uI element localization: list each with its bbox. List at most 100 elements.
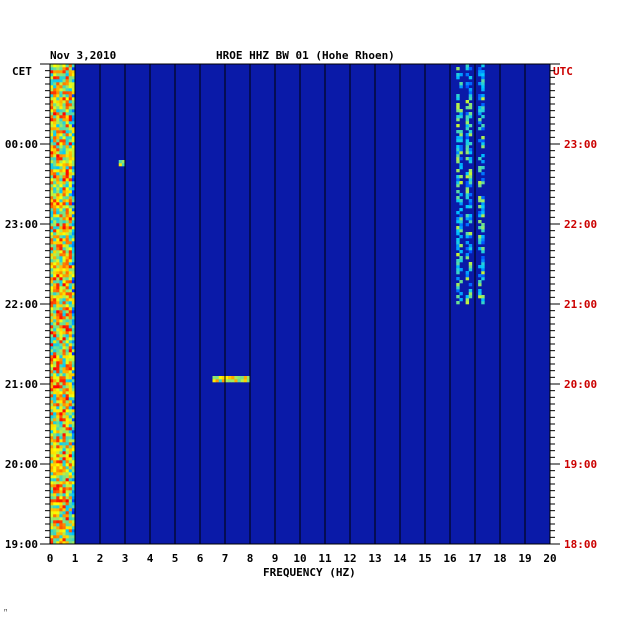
heatmap-cell bbox=[53, 109, 57, 113]
heatmap-cell bbox=[62, 478, 66, 482]
heatmap-cell bbox=[481, 64, 485, 68]
heatmap-cell bbox=[481, 274, 485, 278]
heatmap-cell bbox=[59, 412, 63, 416]
heatmap-cell bbox=[456, 283, 460, 287]
heatmap-cell bbox=[68, 391, 73, 395]
heatmap-cell bbox=[68, 457, 73, 461]
heatmap-cell bbox=[50, 118, 54, 122]
heatmap-cell bbox=[65, 151, 70, 155]
heatmap-cell bbox=[237, 379, 241, 383]
heatmap-cell bbox=[50, 289, 54, 293]
heatmap-cell bbox=[481, 166, 485, 170]
heatmap-cell bbox=[459, 259, 463, 263]
heatmap-cell bbox=[59, 205, 63, 209]
heatmap-cell bbox=[59, 277, 63, 281]
heatmap-cell bbox=[65, 508, 70, 512]
heatmap-cell bbox=[53, 283, 57, 287]
heatmap-cell bbox=[481, 199, 485, 203]
heatmap-cell bbox=[71, 466, 76, 470]
heatmap-cell bbox=[62, 265, 66, 269]
heatmap-cell bbox=[481, 97, 485, 101]
heatmap-cell bbox=[459, 73, 463, 77]
heatmap-cell bbox=[65, 253, 70, 257]
heatmap-cell bbox=[59, 376, 63, 380]
heatmap-cell bbox=[62, 319, 66, 323]
heatmap-cell bbox=[53, 241, 57, 245]
heatmap-cell bbox=[59, 433, 63, 437]
heatmap-cell bbox=[59, 214, 63, 218]
heatmap-cell bbox=[62, 106, 66, 110]
heatmap-cell bbox=[50, 160, 54, 164]
heatmap-cell bbox=[59, 400, 63, 404]
heatmap-cell bbox=[62, 97, 66, 101]
heatmap-cell bbox=[68, 253, 73, 257]
heatmap-cell bbox=[50, 154, 54, 158]
heatmap-cell bbox=[65, 262, 70, 266]
heatmap-cell bbox=[478, 73, 482, 77]
heatmap-cell bbox=[53, 235, 57, 239]
heatmap-cell bbox=[62, 523, 66, 527]
heatmap-cell bbox=[68, 397, 73, 401]
heatmap-cell bbox=[71, 268, 76, 272]
heatmap-cell bbox=[465, 253, 470, 257]
heatmap-cell bbox=[62, 328, 66, 332]
heatmap-cell bbox=[56, 289, 60, 293]
heatmap-cell bbox=[62, 382, 66, 386]
heatmap-cell bbox=[56, 502, 60, 506]
heatmap-cell bbox=[62, 256, 66, 260]
heatmap-cell bbox=[56, 409, 60, 413]
heatmap-cell bbox=[59, 184, 63, 188]
heatmap-cell bbox=[68, 388, 73, 392]
heatmap-cell bbox=[56, 373, 60, 377]
heatmap-cell bbox=[65, 496, 70, 500]
heatmap-cell bbox=[59, 382, 63, 386]
heatmap-cell bbox=[465, 67, 470, 71]
heatmap-cell bbox=[65, 442, 70, 446]
heatmap-cell bbox=[53, 379, 57, 383]
heatmap-cell bbox=[65, 376, 70, 380]
heatmap-cell bbox=[50, 382, 54, 386]
heatmap-cell bbox=[481, 160, 485, 164]
heatmap-cell bbox=[59, 301, 63, 305]
heatmap-cell bbox=[465, 235, 470, 239]
heatmap-cell bbox=[59, 124, 63, 128]
heatmap-cell bbox=[71, 460, 76, 464]
heatmap-cell bbox=[468, 106, 473, 110]
heatmap-cell bbox=[468, 292, 473, 296]
heatmap-cell bbox=[65, 250, 70, 254]
heatmap-cell bbox=[465, 133, 470, 137]
heatmap-cell bbox=[65, 199, 70, 203]
heatmap-cell bbox=[53, 487, 57, 491]
x-tick-label: 16 bbox=[443, 552, 457, 565]
heatmap-cell bbox=[53, 328, 57, 332]
heatmap-cell bbox=[50, 535, 54, 539]
heatmap-cell bbox=[56, 397, 60, 401]
heatmap-cell bbox=[62, 277, 66, 281]
heatmap-cell bbox=[71, 283, 76, 287]
heatmap-cell bbox=[71, 394, 76, 398]
heatmap-cell bbox=[50, 388, 54, 392]
heatmap-cell bbox=[71, 298, 76, 302]
heatmap-cell bbox=[468, 130, 473, 134]
heatmap-cell bbox=[62, 112, 66, 116]
heatmap-cell bbox=[50, 223, 54, 227]
heatmap-cell bbox=[71, 76, 76, 80]
heatmap-cell bbox=[478, 247, 482, 251]
heatmap-cell bbox=[59, 169, 63, 173]
heatmap-cell bbox=[71, 373, 76, 377]
heatmap-cell bbox=[218, 379, 223, 383]
heatmap-cell bbox=[65, 91, 70, 95]
heatmap-cell bbox=[56, 505, 60, 509]
heatmap-cell bbox=[68, 469, 73, 473]
heatmap-cell bbox=[71, 124, 76, 128]
heatmap-cell bbox=[459, 163, 463, 167]
heatmap-cell bbox=[62, 376, 66, 380]
heatmap-cell bbox=[59, 373, 63, 377]
heatmap-cell bbox=[456, 199, 460, 203]
heatmap-cell bbox=[65, 265, 70, 269]
heatmap-cell bbox=[65, 514, 70, 518]
heatmap-cell bbox=[50, 400, 54, 404]
heatmap-cell bbox=[56, 349, 60, 353]
heatmap-cell bbox=[65, 217, 70, 221]
heatmap-cell bbox=[56, 280, 60, 284]
